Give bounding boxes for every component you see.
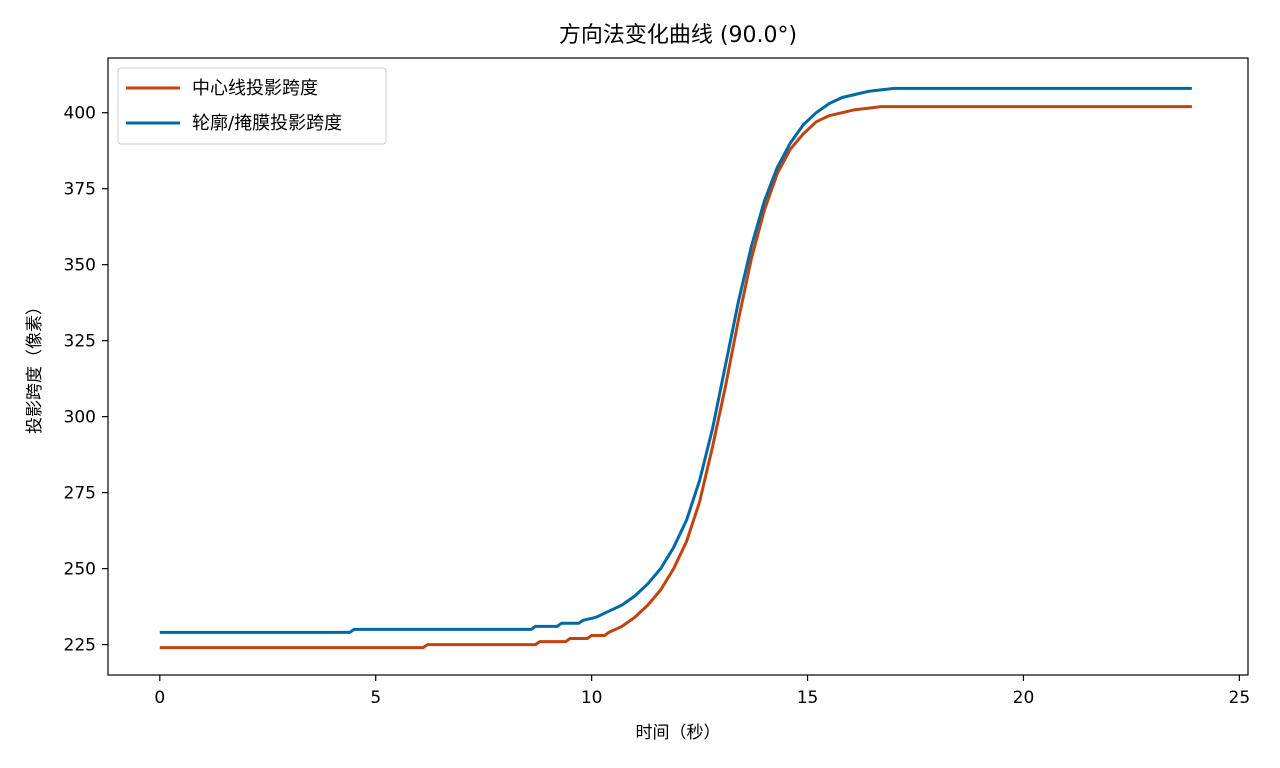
y-tick-label: 275 <box>64 484 96 504</box>
chart-title: 方向法变化曲线 (90.0°) <box>559 23 797 48</box>
y-tick-label: 325 <box>64 332 96 352</box>
x-axis-label: 时间（秒） <box>636 723 721 743</box>
x-axis-ticks: 0 5 10 15 20 25 <box>154 675 1250 708</box>
plot-series <box>159 86 1192 650</box>
y-tick-label: 400 <box>64 104 96 124</box>
legend-box <box>117 67 387 145</box>
x-tick-label: 5 <box>370 688 381 708</box>
x-tick-label: 10 <box>581 688 603 708</box>
y-tick-label: 350 <box>64 256 96 276</box>
series-line-contour <box>159 86 1192 634</box>
legend-label-centerline: 中心线投影跨度 <box>192 78 318 99</box>
y-tick-label: 375 <box>64 180 96 200</box>
legend-label-contour: 轮廓/掩膜投影跨度 <box>192 113 342 134</box>
plot-frame <box>107 57 1249 676</box>
y-axis-ticks: 225 250 275 300 325 350 375 400 <box>64 104 108 656</box>
x-tick-label: 15 <box>797 688 819 708</box>
y-axis-label: 投影跨度（像素） <box>25 298 45 434</box>
series-line-centerline <box>159 105 1192 650</box>
x-tick-label: 20 <box>1013 688 1035 708</box>
y-tick-label: 225 <box>64 636 96 656</box>
y-tick-label: 250 <box>64 560 96 580</box>
y-tick-label: 300 <box>64 408 96 428</box>
x-tick-label: 0 <box>154 688 165 708</box>
x-tick-label: 25 <box>1229 688 1251 708</box>
legend: 中心线投影跨度 轮廓/掩膜投影跨度 <box>117 67 387 145</box>
